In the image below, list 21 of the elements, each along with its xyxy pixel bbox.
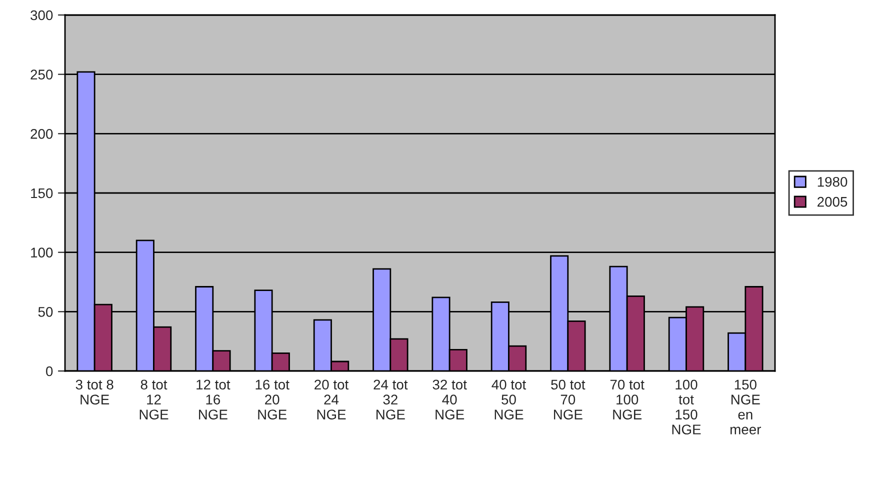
x-tick-label: 70 tot 100 NGE [610, 380, 644, 420]
x-tick-label: 150 NGE en meer [730, 380, 762, 434]
y-tick-label: 50 [38, 307, 53, 317]
x-tick-label: 3 tot 8 NGE [76, 380, 114, 404]
legend-label: 1980 [818, 176, 848, 187]
x-tick-label: 50 tot 70 NGE [551, 380, 586, 420]
x-tick-label: 12 tot 16 NGE [196, 380, 230, 420]
y-tick-label: 200 [30, 129, 53, 139]
x-tick-label: 40 tot 50 NGE [492, 380, 526, 420]
y-tick-label: 150 [31, 188, 53, 198]
y-tick-label: 300 [30, 10, 53, 20]
x-tick-label: 16 tot 20 NGE [256, 380, 290, 420]
y-tick-label: 100 [31, 248, 53, 258]
y-tick-label: 0 [46, 366, 53, 376]
x-tick-label: 100 tot 150 NGE [672, 380, 701, 434]
x-tick-label: 8 tot 12 NGE [140, 380, 168, 420]
x-tick-label: 24 tot 32 NGE [374, 380, 408, 420]
x-tick-label: 32 tot 40 NGE [432, 380, 467, 420]
x-tick-label: 20 tot 24 NGE [314, 380, 349, 420]
y-tick-label: 250 [30, 70, 53, 80]
legend-label: 2005 [818, 196, 848, 207]
